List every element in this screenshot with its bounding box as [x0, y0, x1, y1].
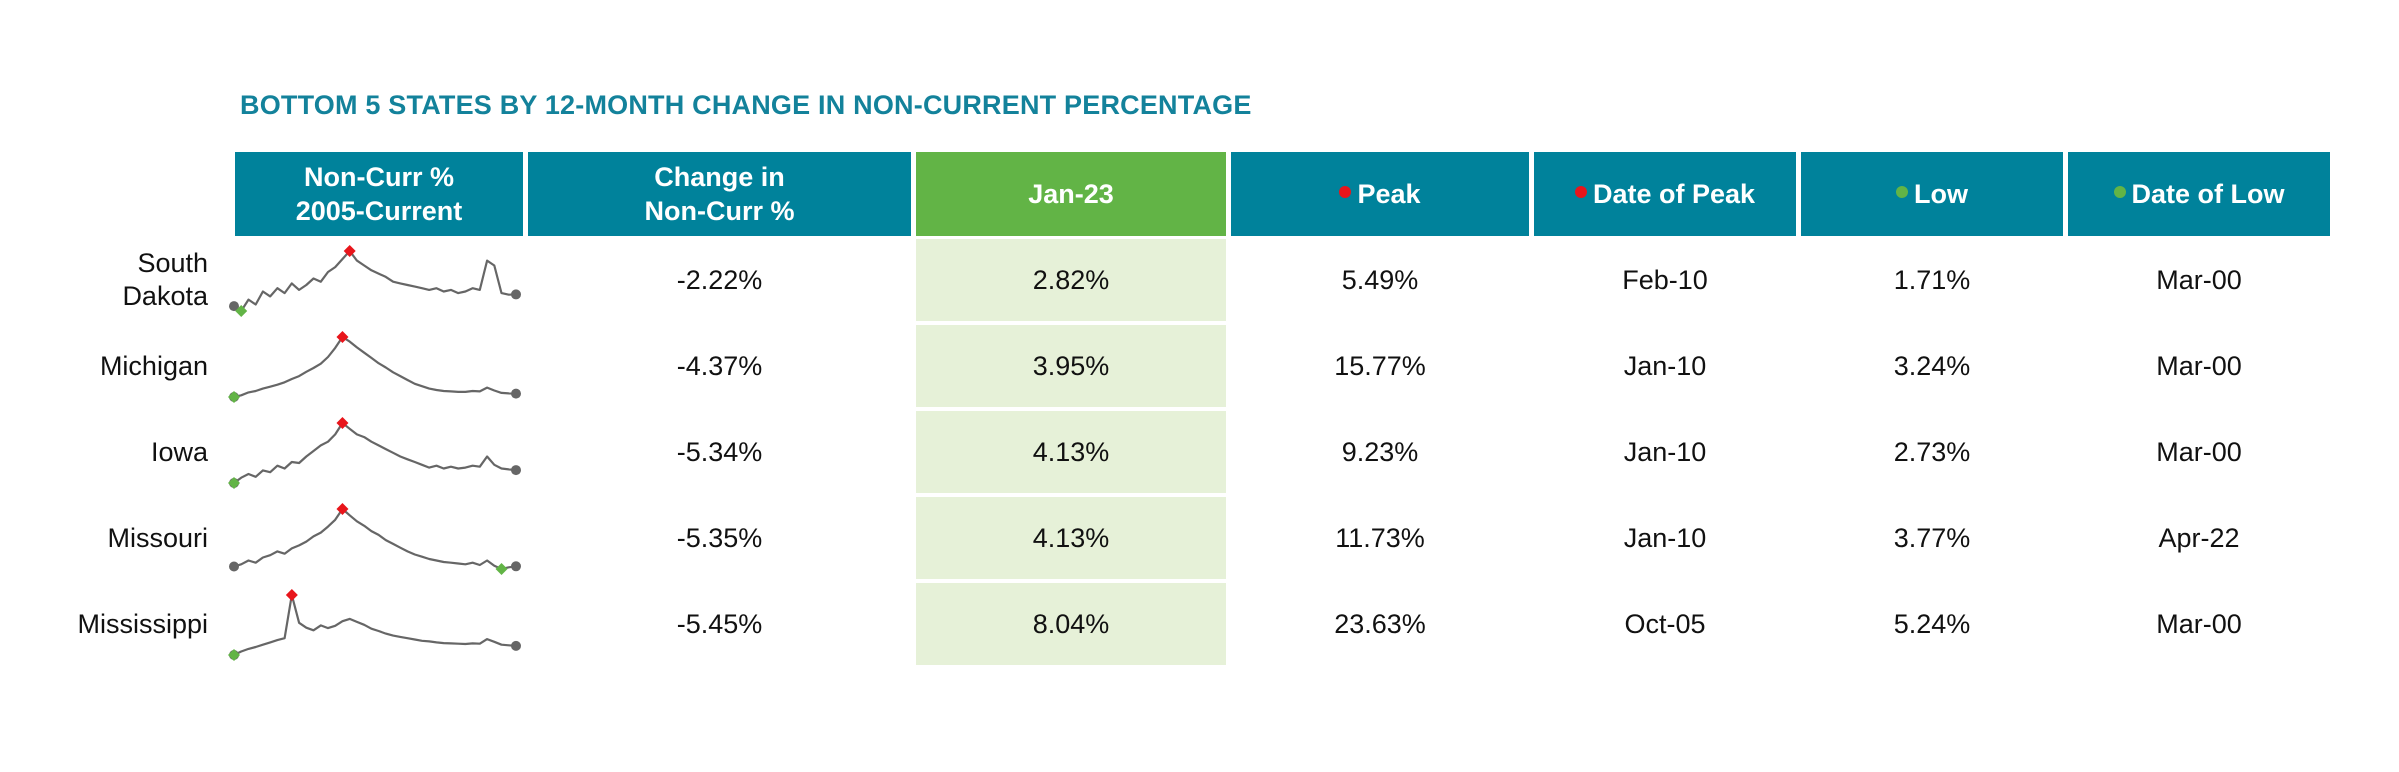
sparkline-chart: [229, 245, 521, 317]
peak-dot-icon: [1339, 186, 1352, 198]
current-cell-bg: [916, 239, 1226, 321]
peak-date-cell: Jan-10: [1623, 436, 1707, 467]
state-label: South Dakota: [40, 239, 208, 321]
sparkline-low-marker: [228, 391, 240, 403]
change-cell: -5.45%: [676, 608, 763, 639]
sparkline-series: [233, 593, 517, 656]
current-cell-bg: [916, 497, 1226, 579]
low-date-cell: Mar-00: [2156, 436, 2242, 467]
state-label: Michigan: [99, 350, 208, 381]
header-date-of-peak-label: Date of Peak: [1592, 179, 1756, 209]
current-cell: 3.95%: [1032, 350, 1110, 381]
peak-date-cell: Jan-10: [1623, 522, 1707, 553]
sparkline-peak-marker: [285, 589, 298, 601]
state-label: Mississippi: [77, 608, 208, 639]
low-cell: 2.73%: [1893, 436, 1971, 467]
sparkline-chart: [229, 503, 521, 575]
peak-cell: 11.73%: [1335, 522, 1425, 553]
low-date-dot-icon: [2113, 186, 2126, 198]
current-cell-bg: [916, 583, 1226, 665]
sparkline-chart: [228, 417, 521, 489]
header-change: Change in Non-Curr %: [528, 152, 911, 236]
sparkline-end-point: [511, 561, 521, 572]
peak-date-cell: Feb-10: [1622, 264, 1708, 295]
table-title: BOTTOM 5 STATES BY 12-MONTH CHANGE IN NO…: [240, 90, 1252, 120]
sparkline-low-marker: [235, 305, 248, 317]
current-cell: 2.82%: [1032, 264, 1110, 295]
low-cell: 5.24%: [1893, 608, 1971, 639]
peak-date-dot-icon: [1574, 186, 1587, 198]
state-label-line: South: [137, 248, 208, 278]
sparkline-chart: [228, 331, 521, 403]
header-sparkline: Non-Curr % 2005-Current: [235, 152, 523, 236]
header-date-of-peak: Date of Peak: [1534, 152, 1796, 236]
change-cell: -2.22%: [676, 264, 763, 295]
current-cell: 8.04%: [1032, 608, 1110, 639]
sparkline-low-marker: [228, 477, 240, 489]
sparkline-peak-marker: [336, 503, 349, 515]
header-change-line1: Change in: [654, 162, 785, 192]
low-date-cell: Mar-00: [2156, 264, 2242, 295]
sparkline-peak-marker: [336, 417, 349, 429]
peak-cell: 5.49%: [1341, 264, 1419, 295]
sparkline-end-point: [511, 388, 521, 399]
sparkline-series: [233, 421, 517, 484]
sparkline-peak-marker: [336, 331, 349, 343]
change-cell: -5.35%: [676, 522, 763, 553]
low-cell: 3.77%: [1893, 522, 1971, 553]
low-date-cell: Mar-00: [2156, 350, 2242, 381]
sparkline-start-point: [229, 561, 239, 572]
sparkline-low-marker: [228, 649, 240, 661]
header-date-of-low: Date of Low: [2068, 152, 2330, 236]
header-low-label: Low: [1914, 179, 1968, 209]
peak-cell: 23.63%: [1334, 608, 1426, 639]
sparkline-low-marker: [495, 563, 508, 575]
current-cell-bg: [916, 411, 1226, 493]
current-cell-bg: [916, 325, 1226, 407]
sparkline-peak-marker: [343, 245, 356, 257]
peak-cell: 9.23%: [1341, 436, 1419, 467]
low-date-cell: Apr-22: [2158, 522, 2240, 553]
state-label-line: Dakota: [122, 281, 208, 311]
sparkline-series: [233, 249, 517, 313]
header-low: Low: [1801, 152, 2063, 236]
header-sparkline-line2: 2005-Current: [295, 196, 463, 226]
current-cell: 4.13%: [1032, 522, 1110, 553]
sparkline-end-point: [511, 640, 521, 651]
header-date-of-low-label: Date of Low: [2131, 179, 2285, 209]
change-cell: -5.34%: [676, 436, 763, 467]
low-cell: 1.71%: [1893, 264, 1971, 295]
low-cell: 3.24%: [1893, 350, 1971, 381]
change-cell: -4.37%: [676, 350, 763, 381]
peak-date-cell: Oct-05: [1624, 608, 1706, 639]
state-label: Missouri: [107, 522, 208, 553]
current-cell: 4.13%: [1032, 436, 1110, 467]
low-date-cell: Mar-00: [2156, 608, 2242, 639]
header-change-line2: Non-Curr %: [644, 196, 795, 226]
sparkline-start-point: [229, 301, 239, 312]
sparkline-series: [233, 507, 517, 571]
sparkline-end-point: [511, 465, 521, 476]
sparkline-chart: [228, 589, 521, 661]
sparkline-series: [233, 335, 517, 399]
sparkline-end-point: [511, 289, 521, 300]
state-label: Iowa: [150, 436, 208, 467]
header-peak-label: Peak: [1357, 179, 1421, 209]
peak-cell: 15.77%: [1334, 350, 1426, 381]
header-sparkline-line1: Non-Curr %: [304, 162, 454, 192]
peak-date-cell: Jan-10: [1623, 350, 1707, 381]
header-peak: Peak: [1231, 152, 1529, 236]
header-current: Jan-23: [916, 152, 1226, 236]
low-dot-icon: [1896, 186, 1908, 198]
